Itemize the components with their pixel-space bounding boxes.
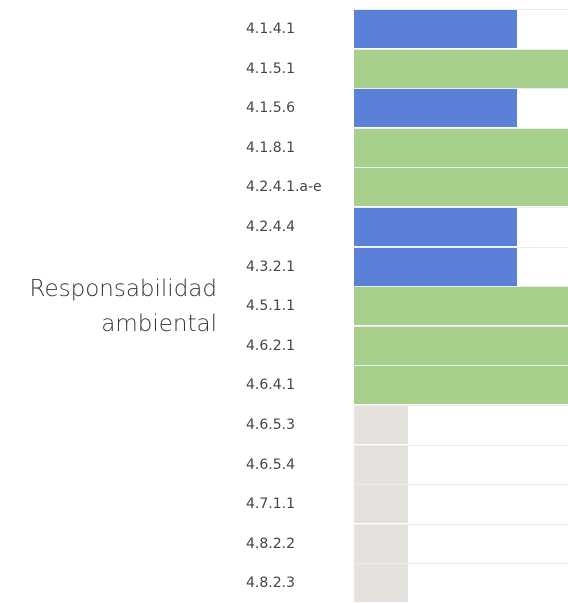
category-label: 4.6.5.3 [246, 417, 295, 433]
bar [354, 49, 568, 88]
bar [354, 168, 568, 207]
row-separator [354, 563, 568, 565]
bar [354, 524, 408, 563]
row-separator [354, 286, 568, 288]
category-label: 4.1.5.6 [246, 100, 295, 117]
bar [354, 445, 408, 484]
group-label: Responsabilidad ambiental [29, 276, 217, 337]
row-separator [354, 246, 568, 248]
bar [354, 287, 568, 326]
row-separator [354, 88, 568, 90]
category-label: 4.8.2.3 [246, 575, 295, 592]
row-separator [354, 444, 568, 446]
row-separator [354, 207, 568, 208]
bar [354, 564, 408, 603]
bar [354, 406, 408, 444]
bar [354, 326, 568, 365]
bar [354, 128, 568, 167]
bar [354, 208, 517, 246]
category-label: 4.7.1.1 [246, 496, 295, 513]
row-separator [354, 484, 568, 486]
row-separator [354, 167, 568, 169]
category-label: 4.5.1.1 [246, 298, 295, 315]
row-separator [354, 48, 568, 50]
bar [354, 10, 517, 48]
bar [354, 247, 517, 286]
category-label: 4.6.2.1 [246, 337, 295, 354]
row-separator [354, 523, 568, 525]
row-separator [354, 405, 568, 406]
row-separator [354, 325, 568, 327]
row-separator [354, 127, 568, 129]
bar [354, 89, 517, 128]
category-label: 4.6.4.1 [246, 377, 295, 394]
bar [354, 366, 568, 405]
category-label: 4.2.4.4 [246, 219, 295, 235]
row-separator [354, 9, 568, 10]
category-label: 4.1.5.1 [246, 60, 295, 77]
row-separator [354, 365, 568, 367]
category-label: 4.8.2.2 [246, 535, 295, 552]
category-label: 4.3.2.1 [246, 258, 295, 275]
bar [354, 485, 408, 524]
category-label: 4.1.4.1 [246, 21, 295, 37]
category-label: 4.6.5.4 [246, 456, 295, 473]
category-label: 4.1.8.1 [246, 139, 295, 156]
category-label: 4.2.4.1.a-e [246, 179, 322, 196]
